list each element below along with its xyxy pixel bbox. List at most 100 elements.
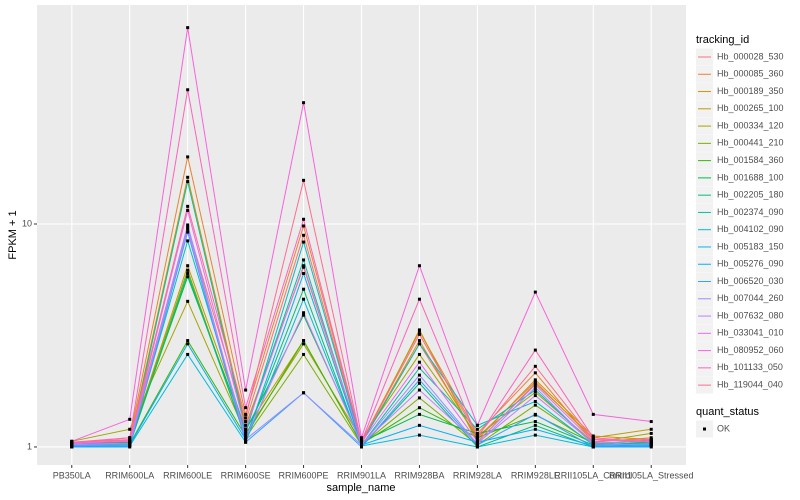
- data-point: [360, 440, 363, 444]
- legend-label: Hb_000085_360: [717, 69, 784, 79]
- data-point: [186, 175, 190, 179]
- data-point: [70, 440, 74, 444]
- data-point: [128, 438, 132, 442]
- legend-label: Hb_001688_100: [717, 172, 784, 182]
- x-tick-label: PB350LA: [53, 470, 91, 480]
- data-point: [302, 297, 306, 301]
- data-point: [475, 439, 479, 443]
- data-point: [417, 406, 421, 410]
- data-point: [360, 438, 363, 442]
- data-point: [475, 423, 479, 427]
- y-tick-label: 10: [22, 218, 32, 228]
- data-point: [475, 445, 479, 449]
- data-point: [244, 429, 248, 433]
- data-point: [302, 311, 306, 315]
- data-point: [186, 88, 190, 92]
- data-point: [186, 342, 190, 346]
- data-point: [302, 101, 306, 105]
- data-point: [417, 339, 421, 343]
- legend-label: Hb_006520_030: [717, 276, 784, 286]
- data-point: [417, 297, 421, 301]
- data-point: [533, 412, 537, 416]
- data-point: [591, 434, 595, 438]
- data-point: [128, 427, 132, 431]
- data-point: [417, 396, 421, 400]
- data-point: [475, 427, 479, 431]
- legend-label: Hb_002205_180: [717, 190, 784, 200]
- data-point: [186, 264, 190, 268]
- data-point: [186, 352, 190, 356]
- data-point: [417, 264, 421, 268]
- data-point: [302, 264, 306, 268]
- data-point: [128, 436, 132, 440]
- legend-label: OK: [717, 423, 730, 433]
- data-point: [186, 339, 190, 343]
- data-point: [186, 204, 190, 208]
- data-point: [186, 208, 190, 212]
- data-point: [244, 420, 248, 424]
- data-point: [649, 431, 653, 435]
- x-tick-label: RRIM928LA: [453, 470, 502, 480]
- data-point: [533, 383, 537, 387]
- data-point: [244, 423, 248, 427]
- x-tick-label: RRII105LA_Stressed: [609, 470, 694, 480]
- data-point: [533, 433, 537, 437]
- data-point: [360, 445, 363, 449]
- data-point: [128, 417, 132, 421]
- x-tick-label: RRIM600PE: [279, 470, 329, 480]
- data-point: [533, 427, 537, 431]
- legend-label: Hb_080952_060: [717, 345, 784, 355]
- x-tick-label: RRII105LA_Control: [554, 470, 632, 480]
- data-point: [533, 390, 537, 394]
- data-point: [244, 416, 248, 420]
- data-point: [302, 224, 306, 228]
- legend-label: Hb_000334_120: [717, 120, 784, 130]
- data-point: [591, 412, 595, 416]
- data-point: [533, 403, 537, 407]
- data-point: [244, 438, 248, 442]
- data-point: [417, 433, 421, 437]
- legend-label: Hb_101133_050: [717, 362, 783, 372]
- data-point: [591, 438, 595, 442]
- data-point: [186, 155, 190, 159]
- data-point: [302, 352, 306, 356]
- data-point: [417, 378, 421, 382]
- data-point: [533, 348, 537, 352]
- data-point: [244, 434, 248, 438]
- data-point: [533, 364, 537, 368]
- data-point: [533, 371, 537, 375]
- y-tick-label: 1: [27, 441, 32, 451]
- data-point: [302, 178, 306, 182]
- data-point: [186, 223, 190, 227]
- data-point: [533, 420, 537, 424]
- data-point: [186, 239, 190, 243]
- legend-label: Hb_007632_080: [717, 310, 784, 320]
- legend-label: Hb_005276_090: [717, 259, 784, 269]
- data-point: [302, 217, 306, 221]
- data-point: [533, 381, 537, 385]
- data-point: [186, 268, 190, 272]
- data-point: [417, 423, 421, 427]
- data-point: [186, 271, 190, 275]
- data-point: [302, 313, 306, 317]
- data-point: [302, 391, 306, 395]
- x-tick-label: RRIM600SE: [221, 470, 271, 480]
- data-point: [533, 385, 537, 389]
- x-tick-label: RRIM928BA: [394, 470, 444, 480]
- data-point: [475, 431, 479, 435]
- data-point: [128, 443, 132, 447]
- legend-label: Hb_005183_150: [717, 241, 784, 251]
- data-point: [302, 339, 306, 343]
- data-point: [417, 360, 421, 364]
- x-tick-label: RRIM600LE: [163, 470, 212, 480]
- data-point: [475, 438, 479, 442]
- legend-label: Hb_004102_090: [717, 224, 784, 234]
- data-point: [475, 436, 479, 440]
- data-point: [417, 373, 421, 377]
- data-point: [417, 328, 421, 332]
- legend-label: Hb_002374_090: [717, 207, 784, 217]
- data-point: [302, 265, 306, 269]
- data-point: [244, 431, 248, 435]
- data-point: [186, 275, 190, 279]
- legend-title: quant_status: [696, 406, 759, 418]
